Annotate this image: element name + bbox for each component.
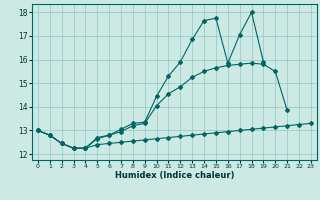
X-axis label: Humidex (Indice chaleur): Humidex (Indice chaleur)	[115, 171, 234, 180]
